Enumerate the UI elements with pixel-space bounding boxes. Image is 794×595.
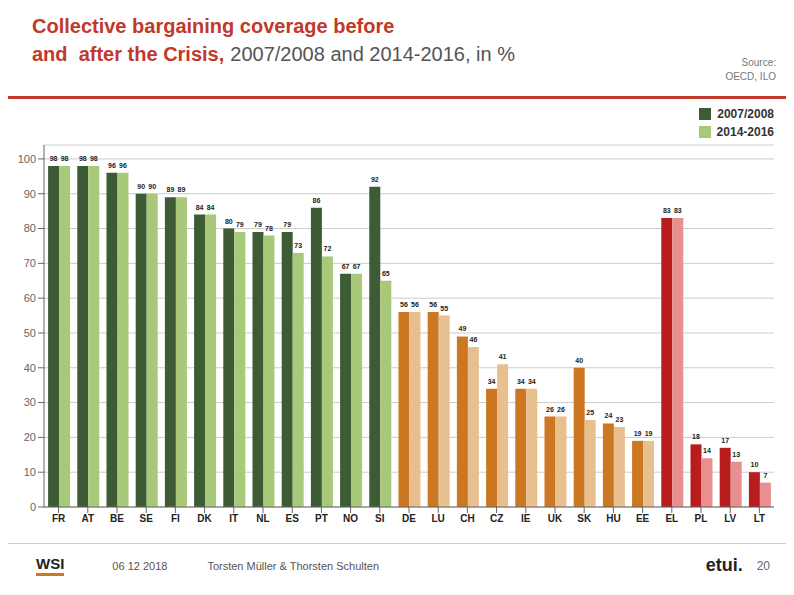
svg-text:LT: LT [754, 513, 765, 524]
svg-text:46: 46 [469, 336, 477, 343]
svg-text:FR: FR [52, 513, 66, 524]
svg-text:56: 56 [400, 301, 408, 308]
svg-text:100: 100 [18, 153, 36, 165]
svg-text:20: 20 [24, 431, 36, 443]
svg-text:50: 50 [24, 327, 36, 339]
svg-text:79: 79 [236, 221, 244, 228]
svg-text:14: 14 [703, 447, 711, 454]
svg-text:98: 98 [61, 155, 69, 162]
svg-text:83: 83 [663, 207, 671, 214]
svg-text:73: 73 [294, 242, 302, 249]
html-text:20: 20 [756, 558, 770, 573]
svg-text:FI: FI [171, 513, 180, 524]
svg-text:65: 65 [382, 270, 390, 277]
svg-text:98: 98 [90, 155, 98, 162]
svg-text:86: 86 [312, 197, 320, 204]
svg-text:DE: DE [402, 513, 416, 524]
svg-text:79: 79 [283, 221, 291, 228]
svg-text:90: 90 [148, 183, 156, 190]
svg-text:IE: IE [521, 513, 531, 524]
svg-text:41: 41 [499, 353, 507, 360]
svg-text:EL: EL [665, 513, 678, 524]
svg-text:67: 67 [342, 263, 350, 270]
svg-text:30: 30 [24, 396, 36, 408]
svg-text:13: 13 [732, 451, 740, 458]
svg-text:23: 23 [615, 416, 623, 423]
svg-text:40: 40 [24, 362, 36, 374]
svg-text:10: 10 [24, 466, 36, 478]
svg-text:56: 56 [411, 301, 419, 308]
html-text:and after the Crisis, 2007/200: and after the Crisis, 2007/2008 and 2014… [32, 43, 515, 65]
html-text:Source: OECD, ILO: Source: OECD, ILO [725, 57, 776, 82]
svg-text:NL: NL [256, 513, 269, 524]
svg-text:34: 34 [528, 378, 536, 385]
svg-text:84: 84 [207, 204, 215, 211]
svg-text:NO: NO [343, 513, 358, 524]
svg-text:80: 80 [225, 218, 233, 225]
svg-text:98: 98 [50, 155, 58, 162]
svg-text:70: 70 [24, 257, 36, 269]
svg-text:80: 80 [24, 222, 36, 234]
svg-text:83: 83 [674, 207, 682, 214]
svg-text:72: 72 [323, 245, 331, 252]
svg-text:LV: LV [724, 513, 736, 524]
svg-text:SK: SK [577, 513, 592, 524]
svg-text:98: 98 [79, 155, 87, 162]
html-text:WSI: WSI [36, 555, 65, 572]
svg-text:BE: BE [110, 513, 124, 524]
svg-text:17: 17 [721, 437, 729, 444]
svg-text:67: 67 [353, 263, 361, 270]
html-text:etui.: etui. [705, 555, 743, 575]
svg-text:0: 0 [30, 501, 36, 513]
svg-text:DK: DK [197, 513, 212, 524]
svg-text:89: 89 [177, 186, 185, 193]
html-text:2014-2016: 2014-2016 [716, 125, 774, 139]
svg-text:ES: ES [286, 513, 300, 524]
svg-text:90: 90 [24, 188, 36, 200]
svg-text:25: 25 [586, 409, 594, 416]
svg-text:60: 60 [24, 292, 36, 304]
svg-text:24: 24 [604, 412, 612, 419]
svg-text:96: 96 [108, 162, 116, 169]
svg-text:79: 79 [254, 221, 262, 228]
svg-text:92: 92 [371, 176, 379, 183]
svg-text:96: 96 [119, 162, 127, 169]
svg-text:55: 55 [440, 305, 448, 312]
svg-text:AT: AT [82, 513, 95, 524]
svg-text:18: 18 [692, 433, 700, 440]
svg-text:26: 26 [557, 406, 565, 413]
svg-text:78: 78 [265, 225, 273, 232]
svg-text:10: 10 [750, 461, 758, 468]
svg-text:84: 84 [196, 204, 204, 211]
svg-text:CH: CH [460, 513, 474, 524]
svg-text:LU: LU [432, 513, 445, 524]
svg-text:49: 49 [458, 325, 466, 332]
svg-text:CZ: CZ [490, 513, 503, 524]
svg-text:EE: EE [636, 513, 650, 524]
svg-text:26: 26 [546, 406, 554, 413]
svg-text:34: 34 [488, 378, 496, 385]
html-text:2007/2008: 2007/2008 [717, 107, 774, 121]
html-text:Torsten Müller & Thorsten Schu: Torsten Müller & Thorsten Schulten [207, 559, 379, 572]
svg-text:34: 34 [517, 378, 525, 385]
svg-text:HU: HU [606, 513, 620, 524]
svg-text:IT: IT [229, 513, 238, 524]
svg-text:SI: SI [375, 513, 385, 524]
svg-text:90: 90 [137, 183, 145, 190]
svg-text:19: 19 [645, 430, 653, 437]
svg-text:89: 89 [166, 186, 174, 193]
svg-text:7: 7 [763, 472, 767, 479]
svg-text:19: 19 [634, 430, 642, 437]
html-text:06 12 2018: 06 12 2018 [112, 559, 168, 572]
html-text:Collective bargaining coverage: Collective bargaining coverage before [32, 15, 395, 37]
svg-text:PT: PT [315, 513, 328, 524]
svg-text:UK: UK [548, 513, 563, 524]
svg-text:PL: PL [695, 513, 708, 524]
svg-text:SE: SE [140, 513, 154, 524]
svg-text:56: 56 [429, 301, 437, 308]
svg-text:40: 40 [575, 357, 583, 364]
